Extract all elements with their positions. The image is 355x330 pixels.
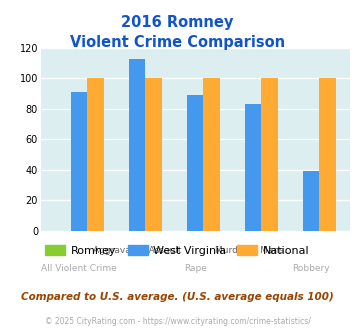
Legend: Romney, West Virginia, National: Romney, West Virginia, National [41,241,314,260]
Text: 2016 Romney: 2016 Romney [121,15,234,30]
Bar [320,79,335,231]
Text: Rape: Rape [184,264,207,273]
Bar [145,79,162,231]
Bar [87,79,104,231]
Bar [245,104,261,231]
Bar [303,172,320,231]
Bar [71,92,87,231]
Bar [129,58,145,231]
Bar [261,79,278,231]
Text: All Violent Crime: All Violent Crime [41,264,117,273]
Bar [203,79,220,231]
Text: Violent Crime Comparison: Violent Crime Comparison [70,35,285,50]
Text: © 2025 CityRating.com - https://www.cityrating.com/crime-statistics/: © 2025 CityRating.com - https://www.city… [45,317,310,326]
Text: Compared to U.S. average. (U.S. average equals 100): Compared to U.S. average. (U.S. average … [21,292,334,302]
Text: Robbery: Robbery [293,264,330,273]
Bar [187,95,203,231]
Text: Aggravated Assault: Aggravated Assault [93,246,181,255]
Text: Murder & Mans...: Murder & Mans... [214,246,292,255]
